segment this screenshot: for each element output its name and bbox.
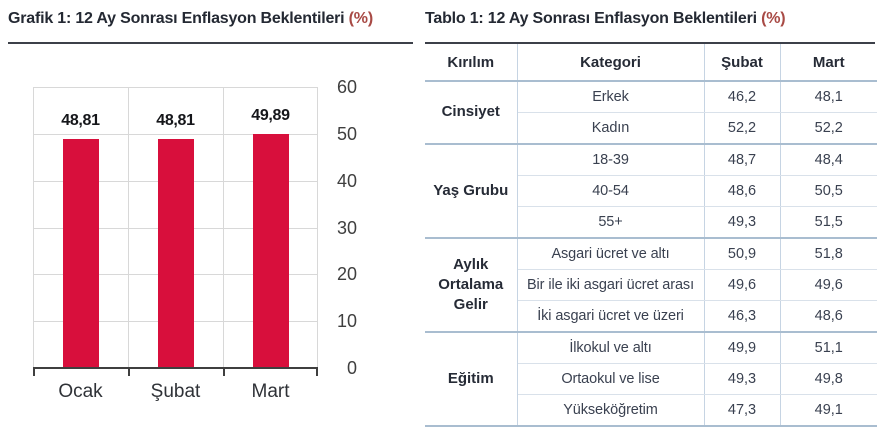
gridline bbox=[33, 87, 34, 368]
value-cell: 49,8 bbox=[779, 363, 877, 395]
value-cell: 49,9 bbox=[703, 332, 780, 364]
category-cell: 40-54 bbox=[517, 175, 704, 207]
axis-tick-mark bbox=[316, 369, 318, 376]
group-label-cell: Aylık Ortalama Gelir bbox=[425, 238, 518, 333]
category-cell: 18-39 bbox=[516, 144, 704, 176]
value-cell: 48,1 bbox=[779, 81, 877, 113]
table-title: Tablo 1: 12 Ay Sonrası Enflasyon Beklent… bbox=[425, 8, 875, 44]
table-title-text: Tablo 1: 12 Ay Sonrası Enflasyon Beklent… bbox=[425, 10, 757, 27]
table-row: 55+ 49,3 51,5 bbox=[425, 206, 877, 239]
table-row: Bir ile iki asgari ücret arası 49,6 49,6 bbox=[425, 269, 877, 301]
table-row: İki asgari ücret ve üzeri 46,3 48,6 bbox=[425, 300, 877, 333]
table-header-row: Kırılım Kategori Şubat Mart bbox=[425, 44, 877, 82]
value-cell: 48,7 bbox=[703, 144, 780, 176]
y-axis: 0 10 20 30 40 50 60 bbox=[325, 77, 357, 378]
value-cell: 49,3 bbox=[703, 206, 780, 239]
expectations-table: Kırılım Kategori Şubat Mart Cinsiyet Erkek 46… bbox=[425, 44, 877, 427]
table-row: Eğitim İlkokul ve altı 49,9 51,1 bbox=[425, 332, 877, 427]
table-row: Aylık Ortalama Gelir Asgari ücret ve altı… bbox=[425, 238, 877, 333]
table-row: Ortaokul ve lise 49,3 49,8 bbox=[425, 363, 877, 395]
axis-tick-mark bbox=[223, 369, 225, 376]
category-cell: İki asgari ücret ve üzeri bbox=[517, 300, 704, 333]
table-title-unit: (%) bbox=[761, 10, 786, 27]
gridline bbox=[33, 133, 318, 135]
group-label-cell: Yaş Grubu bbox=[425, 144, 518, 239]
y-axis-tick-label: 30 bbox=[336, 217, 357, 238]
value-cell: 51,1 bbox=[779, 332, 877, 364]
group-label-cell: Eğitim bbox=[425, 332, 518, 427]
data-table: Kırılım Kategori Şubat Mart Cinsiyet Erkek 46… bbox=[425, 44, 877, 427]
chart-title-unit: (%) bbox=[348, 10, 373, 27]
y-axis-tick-label: 50 bbox=[336, 123, 357, 144]
value-cell: 48,4 bbox=[779, 144, 877, 176]
x-axis-category-label: Şubat bbox=[150, 381, 201, 402]
bar-value-label: 49,89 bbox=[251, 107, 290, 125]
value-cell: 46,2 bbox=[703, 81, 780, 113]
value-cell: 49,6 bbox=[703, 269, 780, 301]
value-cell: 49,1 bbox=[779, 394, 877, 427]
category-cell: Ortaokul ve lise bbox=[517, 363, 704, 395]
category-cell: Yükseköğretim bbox=[517, 394, 704, 427]
value-cell: 52,2 bbox=[703, 112, 780, 145]
value-cell: 49,6 bbox=[779, 269, 877, 301]
x-axis-line bbox=[33, 367, 318, 369]
category-cell: Asgari ücret ve altı bbox=[516, 238, 704, 270]
table-row: Yaş Grubu 18-39 48,7 48,4 bbox=[425, 144, 877, 239]
chart-title: Grafik 1: 12 Ay Sonrası Enflasyon Beklen… bbox=[8, 8, 413, 44]
value-cell: 51,5 bbox=[779, 206, 877, 239]
gridline bbox=[223, 87, 224, 368]
bar-chart-plot-area: 48,81 48,81 49,89 bbox=[33, 87, 318, 368]
bar bbox=[157, 139, 194, 368]
column-header: Kategori bbox=[516, 44, 704, 82]
x-axis: Ocak Şubat Mart bbox=[33, 367, 318, 407]
category-cell: İlkokul ve altı bbox=[516, 332, 704, 364]
value-cell: 48,6 bbox=[703, 175, 780, 207]
y-axis-tick-label: 10 bbox=[336, 311, 357, 332]
column-header: Kırılım bbox=[425, 44, 517, 82]
table-row: 40-54 48,6 50,5 bbox=[425, 175, 877, 207]
value-cell: 50,9 bbox=[703, 238, 780, 270]
bar-value-label: 48,81 bbox=[156, 112, 195, 130]
x-axis-category-label: Ocak bbox=[58, 381, 103, 402]
axis-tick-mark bbox=[128, 369, 130, 376]
table-row: Kadın 52,2 52,2 bbox=[425, 112, 877, 145]
value-cell: 51,8 bbox=[779, 238, 877, 270]
gridline bbox=[33, 87, 318, 88]
y-axis-tick-label: 60 bbox=[336, 77, 357, 97]
bar bbox=[252, 134, 289, 368]
y-axis-tick-label: 0 bbox=[346, 358, 357, 378]
gridline bbox=[317, 87, 318, 368]
category-cell: Erkek bbox=[516, 81, 704, 113]
category-cell: 55+ bbox=[517, 206, 704, 239]
category-cell: Bir ile iki asgari ücret arası bbox=[517, 269, 704, 301]
bar bbox=[62, 139, 99, 368]
value-cell: 50,5 bbox=[779, 175, 877, 207]
y-axis-tick-label: 40 bbox=[336, 170, 357, 191]
gridline bbox=[128, 87, 129, 368]
group-label-cell: Cinsiyet bbox=[425, 81, 518, 145]
column-header: Şubat bbox=[703, 44, 780, 82]
value-cell: 52,2 bbox=[779, 112, 877, 145]
value-cell: 46,3 bbox=[703, 300, 780, 333]
category-cell: Kadın bbox=[517, 112, 704, 145]
x-axis-category-label: Mart bbox=[251, 381, 290, 402]
value-cell: 47,3 bbox=[703, 394, 780, 427]
bar-value-label: 48,81 bbox=[61, 112, 100, 130]
y-axis-tick-label: 20 bbox=[336, 264, 357, 285]
axis-tick-mark bbox=[33, 369, 35, 376]
value-cell: 49,3 bbox=[703, 363, 780, 395]
column-header: Mart bbox=[779, 44, 877, 82]
chart-title-text: Grafik 1: 12 Ay Sonrası Enflasyon Beklen… bbox=[8, 10, 345, 27]
table-row: Yükseköğretim 47,3 49,1 bbox=[425, 394, 877, 427]
value-cell: 48,6 bbox=[779, 300, 877, 333]
table-row: Cinsiyet Erkek 46,2 48,1 bbox=[425, 81, 877, 145]
